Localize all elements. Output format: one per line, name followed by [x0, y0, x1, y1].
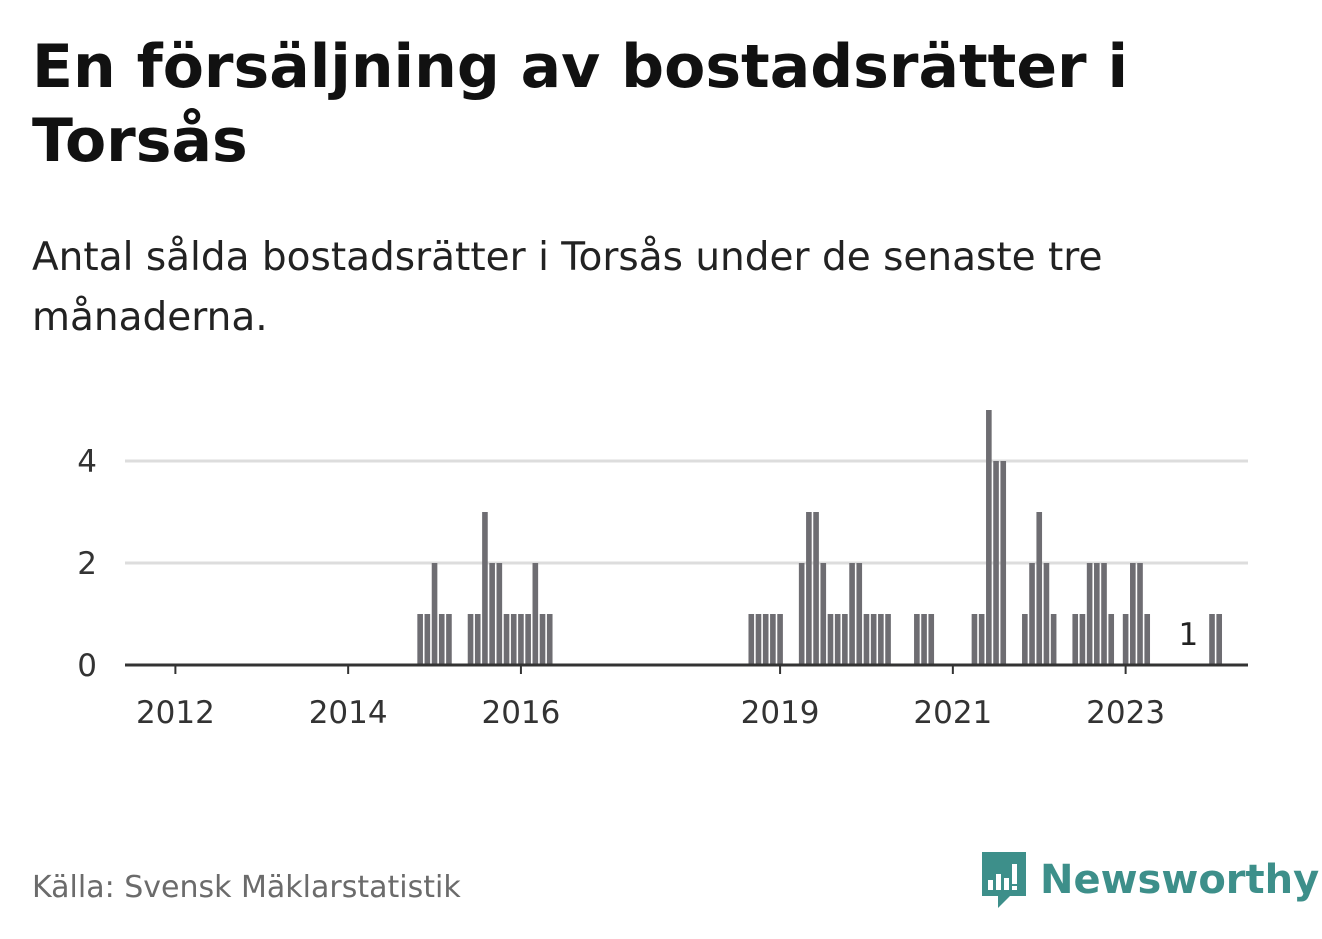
bar-month-80	[748, 614, 755, 665]
bar-month-84	[777, 614, 783, 665]
newsworthy-logo: Newsworthy	[980, 850, 1319, 910]
data-label-latest: 1	[1179, 617, 1199, 653]
bar-month-49	[525, 614, 531, 665]
bar-month-105	[928, 614, 935, 665]
bar-month-130	[1108, 614, 1115, 665]
bar-month-51	[539, 614, 546, 665]
bar-month-36	[431, 563, 438, 665]
bar-month-92	[834, 614, 841, 665]
bars	[417, 410, 1223, 665]
bar-month-97	[870, 614, 877, 665]
bar-month-98	[878, 614, 884, 665]
bar-month-87	[798, 563, 805, 665]
chart-subtitle: Antal sålda bostadsrätter i Torsås under…	[32, 235, 1103, 340]
bar-month-35	[424, 614, 431, 665]
bar-month-83	[770, 614, 776, 665]
axes	[125, 663, 1248, 674]
x-tick-label-2014: 2014	[309, 695, 388, 731]
bar-month-41	[467, 614, 474, 665]
x-tick-label-2016: 2016	[481, 695, 560, 731]
x-tick-label-2023: 2023	[1086, 695, 1165, 731]
bar-month-113	[986, 410, 992, 665]
bar-month-121	[1043, 563, 1050, 665]
bar-month-48	[518, 614, 524, 665]
bar-month-34	[417, 614, 423, 665]
bar-month-119	[1029, 563, 1035, 665]
bar-month-95	[856, 563, 863, 665]
bar-month-115	[1000, 461, 1007, 665]
bar-month-82	[762, 614, 769, 665]
bar-month-90	[820, 563, 827, 665]
bar-month-37	[438, 614, 445, 665]
bar-month-126	[1079, 614, 1086, 665]
bar-month-47	[510, 614, 517, 665]
bar-month-134	[1137, 563, 1143, 665]
x-tick-label-2012: 2012	[136, 695, 215, 731]
bar-month-81	[755, 614, 762, 665]
bar-month-44	[489, 563, 495, 665]
bar-month-43	[482, 512, 488, 665]
bar-month-112	[978, 614, 985, 665]
tick-labels: 0 2 4 2012 2014 2016 2019 2021 2023 1	[77, 444, 1198, 731]
bar-month-125	[1072, 614, 1079, 665]
bar-month-120	[1036, 512, 1043, 665]
y-tick-label-4: 4	[77, 444, 97, 480]
bar-month-135	[1144, 614, 1151, 665]
y-tick-label-0: 0	[77, 648, 97, 684]
newsworthy-icon	[982, 852, 1026, 908]
bar-month-52	[546, 614, 553, 665]
gridlines	[125, 459, 1248, 565]
bar-month-89	[813, 512, 819, 665]
x-tick-label-2019: 2019	[741, 695, 820, 731]
bar-month-132	[1122, 614, 1129, 665]
bar-month-127	[1086, 563, 1093, 665]
bar-month-122	[1050, 614, 1057, 665]
bar-month-103	[914, 614, 920, 665]
bar-month-50	[532, 563, 539, 665]
x-tick-label-2021: 2021	[913, 695, 992, 731]
bar-month-118	[1022, 614, 1028, 665]
bar-month-104	[921, 614, 927, 665]
bar-month-129	[1101, 563, 1107, 665]
bar-month-94	[849, 563, 855, 665]
chart-title: En försäljning av bostadsrätter i Torsås	[32, 32, 1129, 176]
bar-month-88	[806, 512, 812, 665]
source-note: Källa: Svensk Mäklarstatistik	[32, 870, 461, 905]
y-tick-label-2: 2	[77, 546, 97, 582]
bar-month-133	[1130, 563, 1136, 665]
bar-month-145	[1216, 614, 1223, 665]
bar-month-111	[971, 614, 978, 665]
bar-month-42	[474, 614, 481, 665]
bar-month-144	[1209, 614, 1215, 665]
brand-name: Newsworthy	[1040, 857, 1320, 903]
bar-month-93	[842, 614, 848, 665]
bar-month-38	[446, 614, 452, 665]
bar-month-45	[496, 563, 503, 665]
bar-month-128	[1094, 563, 1100, 665]
bar-month-114	[993, 461, 999, 665]
bar-month-96	[863, 614, 870, 665]
bar-month-91	[827, 614, 834, 665]
bar-month-46	[503, 614, 510, 665]
bar-month-99	[885, 614, 891, 665]
